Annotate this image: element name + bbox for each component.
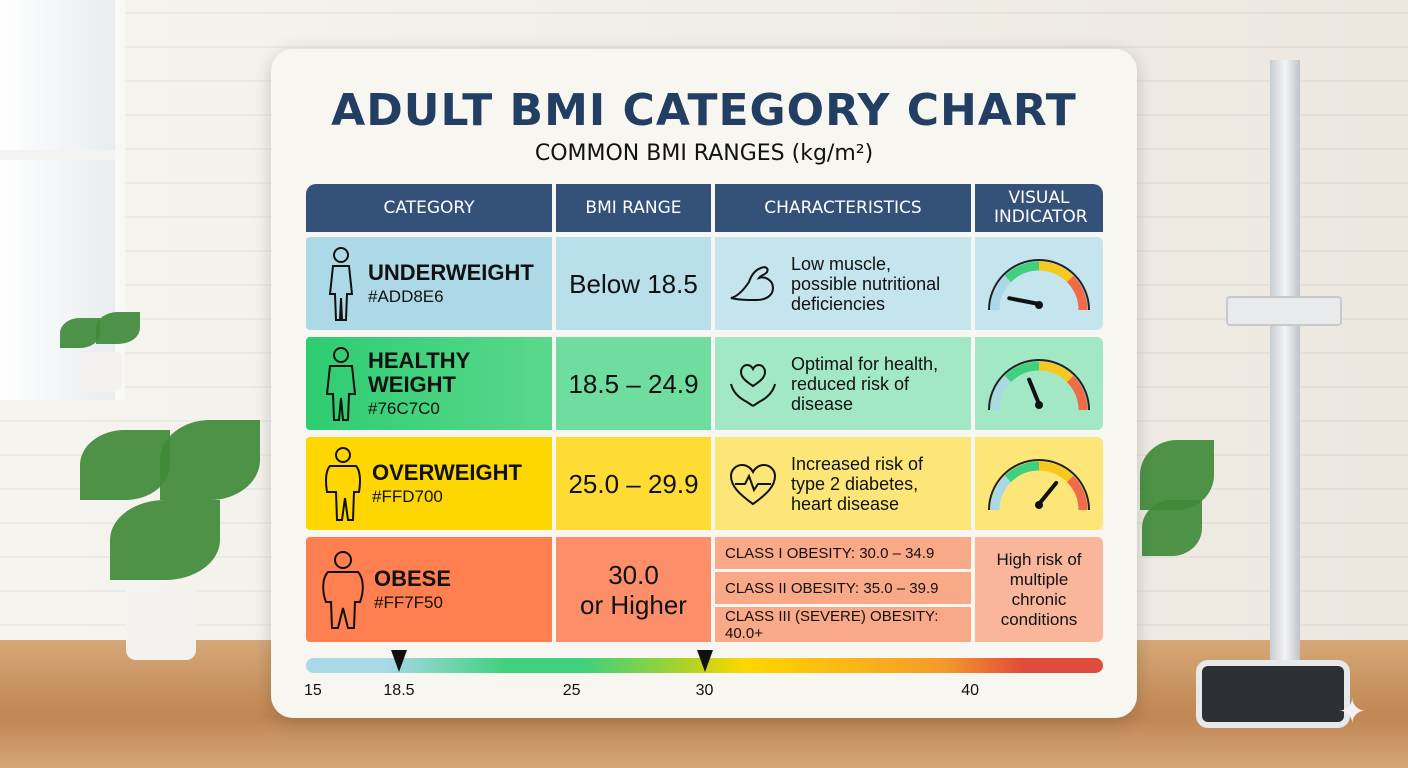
gauge-needle [1007, 295, 1041, 306]
risk-line: High risk of [996, 549, 1082, 569]
person-slim-icon [328, 246, 354, 321]
range-line: 30.0 [608, 559, 659, 590]
category-hex: #ADD8E6 [368, 286, 444, 306]
scale-tick-label: 40 [961, 682, 980, 699]
heart-hands-icon [730, 363, 776, 407]
chart-subtitle: COMMON BMI RANGES (kg/m²) [534, 141, 874, 166]
category-hex: #FFD700 [372, 486, 443, 506]
heartbeat-icon [729, 463, 777, 505]
characteristic-line: Increased risk of [791, 453, 924, 474]
characteristic-line: type 2 diabetes, [791, 473, 919, 494]
row-healthy-characteristics: Optimal for health, reduced risk of dise… [715, 337, 971, 430]
category-name: UNDERWEIGHT [368, 259, 534, 285]
header-category: CATEGORY [306, 184, 552, 232]
gauge-segment [990, 475, 1012, 510]
gauge-icon [988, 258, 1090, 310]
plant-leaf [60, 318, 100, 348]
row-underweight-range: Below 18.5 [556, 237, 711, 330]
category-name-line: WEIGHT [368, 371, 456, 397]
plant-pot-small [78, 352, 122, 392]
row-overweight-characteristics: Increased risk of type 2 diabetes, heart… [715, 437, 971, 530]
row-obese-range: 30.0 or Higher [556, 537, 711, 642]
characteristic-line: deficiencies [791, 293, 886, 314]
category-name: OVERWEIGHT [372, 459, 522, 485]
chart-title: ADULT BMI CATEGORY CHART [331, 85, 1077, 136]
person-obese-icon [322, 550, 364, 629]
scale-tick-label: 25 [562, 682, 581, 699]
plant-leaf [110, 500, 220, 580]
plant-leaf [96, 312, 140, 344]
plant-leaf [160, 420, 260, 500]
gauge-segment [1038, 261, 1074, 282]
row-healthy-range: 18.5 – 24.9 [556, 337, 711, 430]
characteristic-line: heart disease [791, 493, 900, 514]
characteristic-line: Optimal for health, [791, 353, 939, 374]
person-heavy-icon [325, 446, 361, 521]
gauge-segment [990, 375, 1012, 410]
scale-marker [390, 650, 407, 672]
category-hex: #76C7C0 [368, 398, 440, 418]
gauge-segment [1066, 375, 1088, 410]
gauge-segment [1004, 261, 1040, 282]
category-hex: #FF7F50 [374, 592, 443, 612]
person-normal-icon [325, 346, 357, 421]
row-obese-risk: High risk of multiple chronic conditions [975, 537, 1103, 642]
range-line: or Higher [580, 589, 687, 620]
characteristic-line: reduced risk of [791, 373, 910, 394]
scale-tick-label: 15 [304, 682, 322, 699]
row-underweight-category: UNDERWEIGHT #ADD8E6 [306, 237, 552, 330]
gauge-segment [990, 275, 1012, 310]
gauge-segment [1038, 361, 1074, 382]
obesity-class-3: CLASS III (SEVERE) OBESITY: 40.0+ [715, 607, 971, 642]
gauge-needle [1027, 377, 1041, 406]
header-bmi-range: BMI RANGE [556, 184, 711, 232]
characteristic-line: possible nutritional [791, 273, 941, 294]
obesity-class-1: CLASS I OBESITY: 30.0 – 34.9 [715, 537, 971, 569]
plant-leaf [1142, 500, 1202, 556]
plant-leaf [80, 430, 170, 500]
plant-leaf [1140, 440, 1214, 510]
category-name: OBESE [374, 565, 452, 591]
gauge-segment [1066, 475, 1088, 510]
header-characteristics: CHARACTERISTICS [715, 184, 971, 232]
scale-display [1226, 296, 1342, 326]
gauge-needle [1037, 480, 1059, 506]
risk-line: multiple [1009, 569, 1069, 589]
row-overweight-indicator [975, 437, 1103, 530]
row-underweight-characteristics: Low muscle, possible nutritional deficie… [715, 237, 971, 330]
sparkle-icon: ✦ [1338, 692, 1367, 732]
characteristic-line: Low muscle, [791, 253, 892, 274]
gauge-hub [1035, 400, 1043, 409]
scale-tick-label: 18.5 [383, 682, 415, 699]
gauge-icon [988, 458, 1090, 510]
gauge-hub [1035, 500, 1043, 509]
row-obese-category: OBESE #FF7F50 [306, 537, 552, 642]
row-healthy-indicator [975, 337, 1103, 430]
scale-marker [696, 650, 713, 672]
row-healthy-category: HEALTHY WEIGHT #76C7C0 [306, 337, 552, 430]
category-name-line: HEALTHY [368, 347, 471, 373]
height-rod [1270, 60, 1300, 700]
gauge-icon [988, 358, 1090, 410]
scale-tick-label: 30 [695, 682, 714, 699]
row-overweight-range: 25.0 – 29.9 [556, 437, 711, 530]
gauge-segment [1038, 461, 1074, 482]
gauge-segment [1004, 461, 1040, 482]
row-overweight-category: OVERWEIGHT #FFD700 [306, 437, 552, 530]
bmi-chart-card: ADULT BMI CATEGORY CHART COMMON BMI RANG… [271, 49, 1137, 718]
gauge-segment [1066, 275, 1088, 310]
gauge-hub [1035, 300, 1043, 309]
risk-line: conditions [1000, 609, 1078, 629]
characteristic-line: disease [791, 393, 854, 414]
scale-platform [1196, 660, 1350, 728]
plant-pot-large [126, 588, 196, 660]
muscle-arm-icon [730, 265, 775, 301]
obesity-class-2: CLASS II OBESITY: 35.0 – 39.9 [715, 572, 971, 604]
header-visual-indicator-label: VISUAL INDICATOR [994, 188, 1088, 227]
risk-line: chronic [1011, 589, 1067, 609]
row-underweight-indicator [975, 237, 1103, 330]
gauge-segment [1004, 361, 1040, 382]
header-visual-indicator: VISUAL INDICATOR [975, 184, 1103, 232]
